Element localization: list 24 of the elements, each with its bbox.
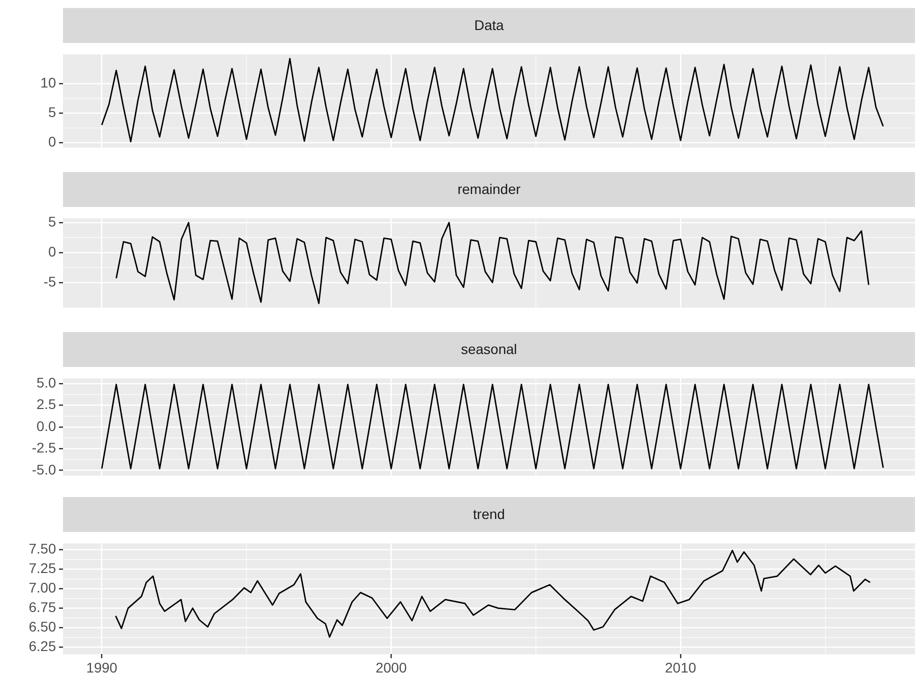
y-tick-label: 0.0: [36, 418, 56, 434]
y-tick-label: 5: [48, 104, 56, 120]
x-tick-label: 2010: [665, 659, 696, 676]
y-tick-label: -5.0: [32, 461, 56, 478]
chart-title: trend: [63, 497, 915, 532]
y-tick-label: 0: [48, 243, 56, 260]
y-tick-label: 6.25: [28, 638, 56, 654]
y-tick-label: 6.50: [28, 618, 56, 635]
y-tick-label: 6.75: [28, 599, 56, 616]
chart-title: Data: [63, 8, 915, 43]
x-tick-label: 1990: [86, 659, 118, 676]
x-tick-label: 2000: [376, 659, 407, 676]
y-tick-label: 7.00: [28, 580, 56, 596]
chart-title: seasonal: [63, 332, 915, 367]
y-tick-label: 5: [48, 213, 56, 230]
y-tick-label: 7.25: [28, 560, 56, 576]
y-tick-label: -2.5: [32, 440, 56, 456]
chart-title: remainder: [63, 172, 915, 207]
y-tick-label: 10: [40, 74, 56, 90]
y-tick-label: 0: [48, 134, 56, 150]
y-tick-label: 7.50: [28, 540, 56, 556]
y-tick-label: 5.0: [36, 374, 56, 390]
y-tick-label: 2.5: [36, 396, 56, 412]
y-tick-label: -5: [44, 273, 56, 290]
